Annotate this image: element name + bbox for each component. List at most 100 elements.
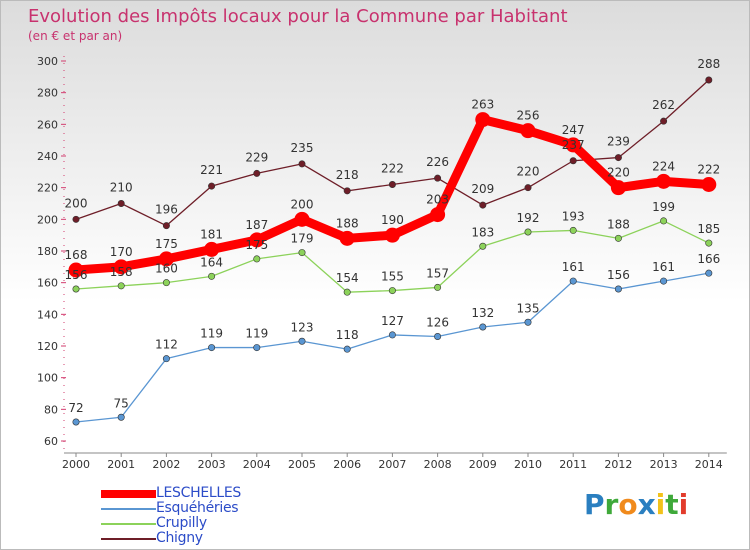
y-tick-label: 180 xyxy=(37,245,58,258)
y-tick-label: 300 xyxy=(37,55,58,68)
legend-item-chigny: Chigny xyxy=(101,530,301,546)
data-point-esqueheries xyxy=(208,344,216,352)
data-label-chigny: 229 xyxy=(245,150,268,164)
y-tick-label: 140 xyxy=(37,308,58,321)
chart-subtitle: (en € et par an) xyxy=(28,29,123,43)
data-label-leschelles: 247 xyxy=(562,123,585,137)
data-label-leschelles: 170 xyxy=(110,245,133,259)
data-point-crupilly xyxy=(298,249,306,257)
data-label-chigny: 222 xyxy=(381,162,404,176)
y-tick-label: 220 xyxy=(37,182,58,195)
data-label-esqueheries: 135 xyxy=(517,301,540,315)
data-point-leschelles xyxy=(384,227,400,243)
data-label-crupilly: 154 xyxy=(336,271,359,285)
data-point-leschelles xyxy=(339,230,355,246)
data-point-crupilly xyxy=(343,288,351,296)
x-tick-label: 2004 xyxy=(243,458,271,471)
data-point-crupilly xyxy=(705,239,713,247)
data-label-crupilly: 175 xyxy=(245,238,268,252)
legend-item-leschelles: LESCHELLES xyxy=(101,485,301,501)
data-point-leschelles xyxy=(520,123,536,139)
data-point-leschelles xyxy=(475,112,491,128)
x-tick-label: 2012 xyxy=(604,458,632,471)
y-tick-label: 100 xyxy=(37,372,58,385)
data-label-crupilly: 192 xyxy=(517,211,540,225)
data-label-leschelles: 203 xyxy=(426,193,449,207)
x-tick-label: 2002 xyxy=(152,458,180,471)
logo-letter: i xyxy=(678,488,689,521)
data-label-crupilly: 179 xyxy=(291,232,314,246)
data-point-crupilly xyxy=(253,255,261,263)
data-label-chigny: 226 xyxy=(426,155,449,169)
data-point-chigny xyxy=(208,182,216,190)
y-tick-label: 280 xyxy=(37,87,58,100)
data-label-chigny: 209 xyxy=(471,182,494,196)
data-label-leschelles: 200 xyxy=(291,197,314,211)
data-label-chigny: 196 xyxy=(155,203,178,217)
data-label-chigny: 210 xyxy=(110,181,133,195)
data-label-leschelles: 263 xyxy=(471,98,494,112)
data-label-chigny: 200 xyxy=(65,196,88,210)
y-tick-label: 80 xyxy=(44,403,58,416)
logo-letter: x xyxy=(637,488,656,521)
data-point-esqueheries xyxy=(614,285,622,293)
data-point-chigny xyxy=(388,181,396,189)
legend-swatch-chigny xyxy=(101,538,156,540)
data-point-esqueheries xyxy=(434,332,442,340)
legend-item-crupilly: Crupilly xyxy=(101,515,301,531)
data-label-esqueheries: 75 xyxy=(114,396,129,410)
legend-item-esqueheries: Esquéhéries xyxy=(101,500,301,516)
data-point-leschelles xyxy=(610,180,626,196)
data-point-chigny xyxy=(434,174,442,182)
data-label-esqueheries: 166 xyxy=(697,252,720,266)
data-label-chigny: 221 xyxy=(200,163,223,177)
data-label-leschelles: 220 xyxy=(607,166,630,180)
data-label-chigny: 237 xyxy=(562,138,585,152)
data-point-esqueheries xyxy=(253,344,261,352)
legend-swatch-crupilly xyxy=(101,523,156,525)
data-point-leschelles xyxy=(158,251,174,267)
x-tick-label: 2010 xyxy=(514,458,542,471)
data-point-esqueheries xyxy=(569,277,577,285)
data-point-crupilly xyxy=(162,279,170,287)
data-label-chigny: 235 xyxy=(291,141,314,155)
proxiti-logo: Proxiti xyxy=(584,488,688,521)
x-tick-label: 2007 xyxy=(378,458,406,471)
data-label-crupilly: 164 xyxy=(200,255,223,269)
data-label-leschelles: 224 xyxy=(652,159,675,173)
legend-label-esqueheries: Esquéhéries xyxy=(156,500,239,516)
data-label-chigny: 239 xyxy=(607,135,630,149)
x-tick-label: 2011 xyxy=(559,458,587,471)
data-point-esqueheries xyxy=(388,331,396,339)
data-point-leschelles xyxy=(249,232,265,248)
data-point-chigny xyxy=(614,154,622,162)
logo-letter: o xyxy=(618,488,638,521)
data-point-crupilly xyxy=(208,272,216,280)
data-point-crupilly xyxy=(479,242,487,250)
legend: LESCHELLES Esquéhéries Crupilly Chigny xyxy=(101,485,301,546)
data-label-esqueheries: 161 xyxy=(562,260,585,274)
data-point-chigny xyxy=(524,184,532,192)
y-tick-label: 200 xyxy=(37,213,58,226)
data-label-chigny: 220 xyxy=(517,165,540,179)
x-tick-label: 2003 xyxy=(198,458,226,471)
data-point-leschelles xyxy=(68,262,84,278)
logo-letter: P xyxy=(584,488,605,521)
data-label-crupilly: 157 xyxy=(426,266,449,280)
data-label-esqueheries: 132 xyxy=(471,306,494,320)
legend-label-leschelles: LESCHELLES xyxy=(156,485,242,501)
data-point-leschelles xyxy=(430,207,446,223)
data-point-esqueheries xyxy=(343,345,351,353)
data-label-leschelles: 175 xyxy=(155,237,178,251)
data-point-esqueheries xyxy=(117,413,125,421)
data-point-chigny xyxy=(479,201,487,209)
data-label-crupilly: 160 xyxy=(155,262,178,276)
data-label-esqueheries: 156 xyxy=(607,268,630,282)
data-label-esqueheries: 126 xyxy=(426,316,449,330)
data-point-chigny xyxy=(162,222,170,230)
data-point-esqueheries xyxy=(298,337,306,345)
logo-letter: r xyxy=(604,488,619,521)
data-point-chigny xyxy=(660,117,668,125)
